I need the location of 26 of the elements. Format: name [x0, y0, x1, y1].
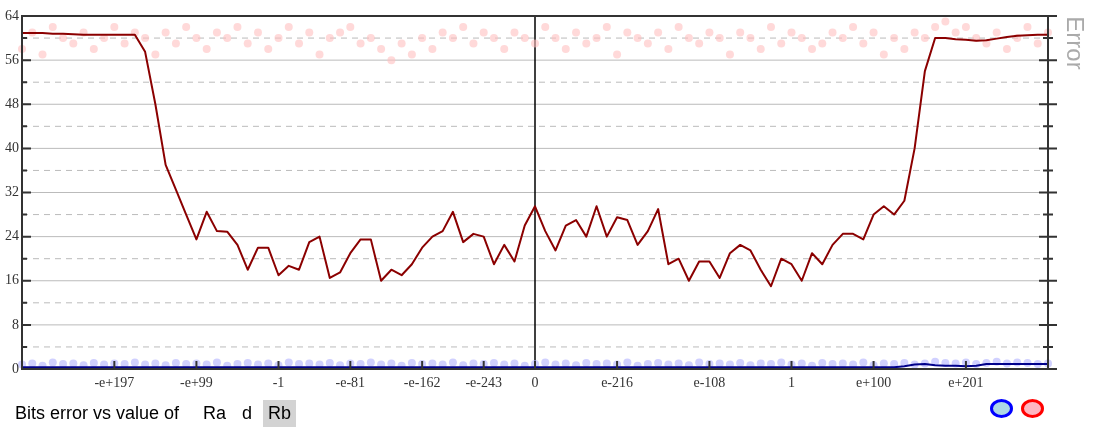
x-tick-label: 1: [788, 374, 795, 390]
y-tick-label: 48: [5, 95, 19, 111]
x-tick-label: e-216: [601, 374, 634, 390]
x-tick-label: -1: [272, 374, 285, 390]
x-tick-label: -e-162: [403, 374, 441, 390]
x-tick-label: 0: [531, 374, 539, 390]
y-tick-label: 40: [5, 140, 19, 156]
y-tick-label: 64: [5, 7, 19, 23]
x-tick-label: e+201: [948, 374, 984, 390]
y-tick-label: 0: [12, 360, 19, 376]
y-tick-label: 16: [5, 272, 19, 288]
x-tick-label: -e+197: [94, 374, 135, 390]
x-tick-label: -e-243: [465, 374, 502, 390]
text: Rb: [263, 399, 297, 427]
y-tick-label: 32: [5, 184, 19, 200]
y-tick-label: 56: [5, 51, 19, 67]
x-tick-label: e+100: [856, 374, 892, 390]
text: d: [241, 401, 254, 425]
text: Bits error vs value of: [14, 401, 181, 425]
x-tick-label: -e+99: [180, 374, 213, 390]
x-tick-label: -e-81: [335, 374, 366, 390]
text: Ra: [202, 401, 228, 425]
y-tick-label: 8: [12, 316, 19, 332]
y-axis-title: Error: [1061, 16, 1089, 70]
y-tick-label: 24: [5, 228, 19, 244]
x-tick-label: e-108: [693, 374, 726, 390]
